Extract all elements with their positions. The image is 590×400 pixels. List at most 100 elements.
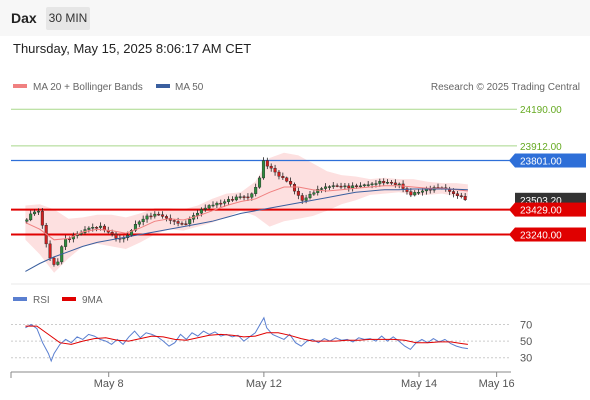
price-level-label-5: 23240.00 [520,231,562,242]
price-level-tag-2 [515,153,586,168]
candle-body-72 [304,197,308,201]
candle-body-35 [161,214,165,217]
candle-body-110 [452,191,456,194]
candle-body-91 [378,181,382,184]
rsi-series-rsi [25,316,468,363]
candle-body-16 [87,227,91,230]
price-level-label-2: 23801.00 [520,157,562,168]
legend-label-rsi: RSI [33,295,50,306]
candle-body-71 [300,195,304,201]
candle-body-42 [188,219,192,225]
candle-body-83 [347,185,351,189]
candle-body-99 [409,191,413,196]
candle-body-55 [238,196,242,198]
candle-body-51 [223,201,227,204]
candle-body-27 [130,230,134,236]
timestamp: Thursday, May 15, 2025 8:06:17 AM CET [13,41,252,56]
candle-body-74 [312,192,316,195]
candle-body-89 [370,183,374,186]
price-level-tag-pointer-5 [509,227,515,242]
candle-body-38 [172,220,176,222]
candle-body-65 [277,171,281,177]
timeframe-button[interactable]: 30 MIN [46,7,90,30]
candle-body-59 [254,187,258,194]
candle-body-81 [339,185,343,188]
candle-body-45 [199,209,203,214]
legend-label-ma20: MA 20 + Bollinger Bands [33,82,143,93]
candle-body-87 [362,184,366,187]
ma50-line [25,188,468,272]
candle-body-23 [114,233,118,239]
candle-body-100 [413,192,417,196]
candle-body-60 [258,177,262,188]
candle-body-1 [29,213,33,221]
candle-body-69 [292,184,296,192]
candle-body-19 [99,225,103,228]
candle-body-31 [145,215,149,220]
price-level-label-4: 23429.00 [520,206,562,217]
price-level-label-1: 23912.00 [520,142,562,153]
candle-body-18 [95,227,99,229]
candle-body-112 [459,195,463,197]
candle-body-101 [417,192,421,194]
candle-body-70 [296,190,300,196]
candle-body-73 [308,193,312,199]
candle-body-75 [316,189,320,193]
candle-body-85 [355,185,359,187]
candle-body-111 [455,193,459,196]
candle-body-58 [250,193,254,198]
legend-label-ma50: MA 50 [175,82,204,93]
candle-body-92 [382,181,386,184]
research-credit: Research © 2025 Trading Central [431,82,580,93]
candle-body-66 [281,176,285,179]
candle-body-7 [52,257,56,265]
candle-body-78 [327,186,331,188]
instrument-name: Dax [11,10,37,26]
x-tick-label-2: May 14 [401,378,437,390]
price-level-tag-pointer-2 [509,153,515,168]
legend-label-9ma: 9MA [82,295,103,306]
price-level-tag-4 [515,202,586,217]
moving-averages [25,185,468,272]
candle-body-88 [366,184,370,186]
ma20-line [25,185,468,241]
candle-body-8 [56,261,60,265]
candle-body-102 [420,190,424,193]
candle-body-76 [320,188,324,190]
candle-body-98 [405,188,409,192]
rsi-tick-label-1: 50 [520,336,532,348]
candle-body-6 [48,243,52,259]
candle-body-57 [246,196,250,199]
rsi-panel: 70 50 30 [11,316,532,365]
title-bar: Dax 30 MIN [0,0,590,36]
rsi-tick-label-0: 70 [520,319,532,331]
candle-body-64 [273,167,277,173]
rsi-series-9ma [25,325,468,345]
candle-body-0 [25,219,29,222]
rsi-tick-label-2: 30 [520,353,532,365]
candle-body-2 [33,211,37,215]
candle-body-68 [289,181,293,185]
candle-body-47 [207,205,211,209]
candle-body-41 [184,223,188,225]
candlesticks [25,157,467,267]
candle-body-11 [67,238,71,240]
candle-body-82 [343,185,347,188]
x-axis-ticks: May 8 May 12 May 14 May 16 [94,372,515,390]
candle-body-28 [133,224,137,231]
candle-body-33 [153,213,157,217]
candle-body-67 [285,177,289,182]
candle-body-79 [331,185,335,187]
candle-body-32 [149,215,153,218]
candle-body-44 [195,212,199,216]
price-level-labels: 24190.00 23912.00 23801.00 23503.2023429.00… [509,105,586,242]
price-level-tag-5 [515,227,586,242]
price-level-tag-pointer-4 [509,202,515,217]
candle-body-34 [157,213,161,216]
candle-body-50 [219,202,223,205]
candle-body-48 [211,204,215,207]
candle-body-52 [227,199,231,202]
x-tick-label-3: May 16 [479,378,515,390]
candle-body-95 [393,182,397,185]
